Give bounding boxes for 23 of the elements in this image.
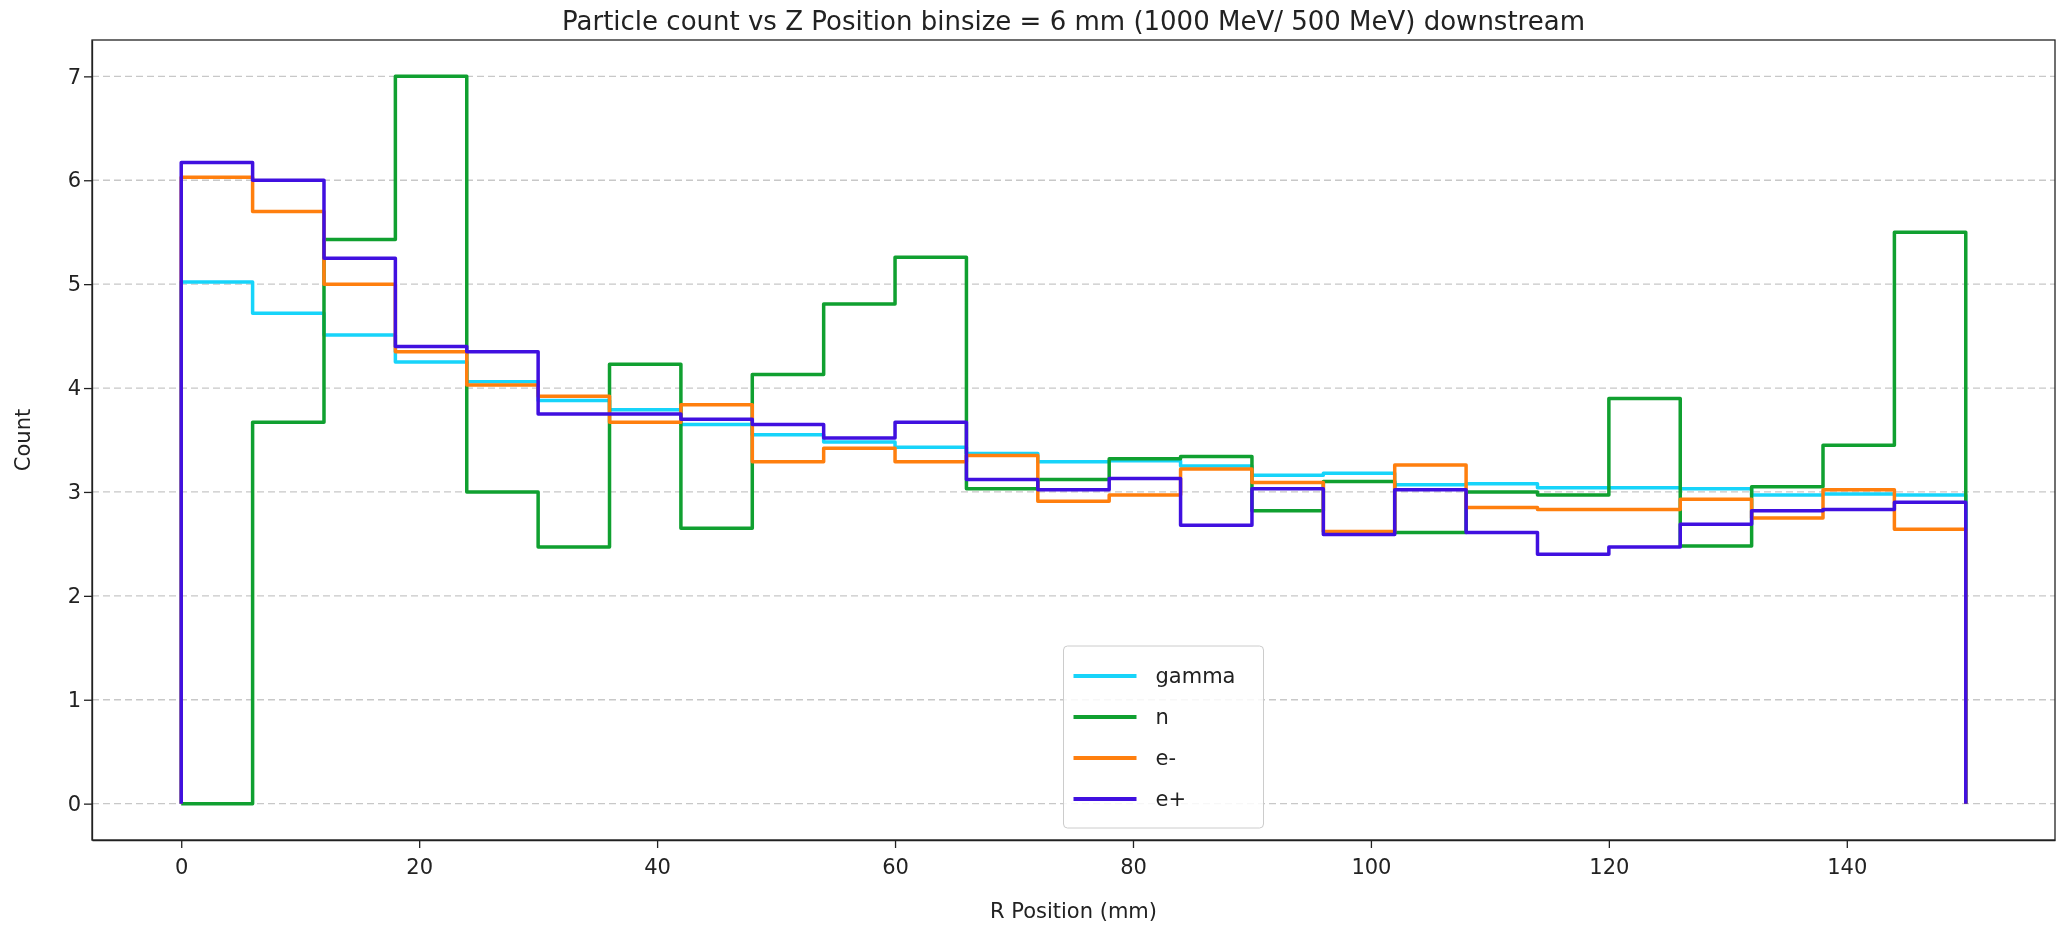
x-tick-label: 60 [882, 855, 909, 880]
chart-title: Particle count vs Z Position binsize = 6 mm (1000 MeV/ 500 MeV) downstream [562, 6, 1585, 36]
x-tick-label: 0 [175, 855, 189, 880]
x-tick-label: 140 [1827, 855, 1868, 880]
y-axis-title: Count [11, 408, 35, 472]
y-tick-label: 2 [67, 584, 81, 609]
legend-label: gamma [1155, 664, 1236, 688]
y-tick-label: 0 [67, 791, 81, 816]
y-tick-label: 4 [67, 376, 81, 401]
legend-label: e+ [1155, 787, 1187, 811]
x-tick-label: 80 [1120, 855, 1147, 880]
x-tick-label: 100 [1351, 855, 1392, 880]
y-tick-label: 7 [67, 64, 81, 89]
legend-label: n [1155, 705, 1169, 729]
x-axis-title: R Position (mm) [989, 899, 1158, 923]
x-tick-label: 20 [406, 855, 434, 880]
y-tick-label: 6 [67, 168, 81, 193]
y-tick-label: 1 [67, 687, 81, 712]
x-tick-label: 120 [1589, 855, 1630, 880]
x-tick-label: 40 [644, 855, 671, 880]
y-tick-label: 3 [67, 480, 81, 505]
legend-label: e- [1155, 746, 1176, 770]
y-tick-label: 5 [67, 272, 81, 297]
